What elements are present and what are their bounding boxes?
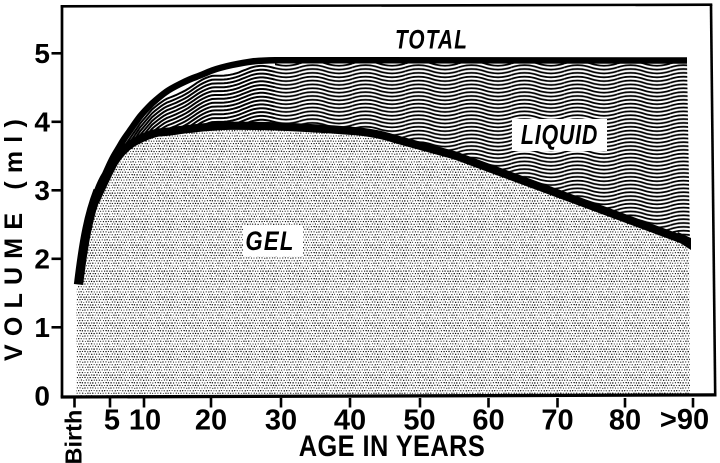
svg-text:GEL: GEL <box>245 227 294 257</box>
svg-text:10: 10 <box>129 405 161 437</box>
svg-text:30: 30 <box>265 405 297 437</box>
svg-text:TOTAL: TOTAL <box>395 25 468 55</box>
svg-text:4: 4 <box>34 107 50 138</box>
svg-text:20: 20 <box>195 405 227 437</box>
svg-text:40: 40 <box>334 405 366 437</box>
svg-text:VOLUME (ml): VOLUME (ml) <box>0 111 28 361</box>
svg-text:LIQUID: LIQUID <box>521 120 598 150</box>
svg-text:Birth: Birth <box>61 410 87 463</box>
svg-text:80: 80 <box>609 405 641 437</box>
svg-text:1: 1 <box>34 312 50 343</box>
svg-text:5: 5 <box>104 405 120 437</box>
svg-text:70: 70 <box>541 405 573 437</box>
svg-text:50: 50 <box>403 405 435 437</box>
svg-text:60: 60 <box>472 405 504 437</box>
svg-text:0: 0 <box>34 381 50 412</box>
svg-text:>90: >90 <box>660 404 709 436</box>
svg-text:AGE IN YEARS: AGE IN YEARS <box>299 429 485 462</box>
svg-text:2: 2 <box>34 244 50 275</box>
svg-text:3: 3 <box>34 175 50 206</box>
svg-text:5: 5 <box>34 38 50 69</box>
